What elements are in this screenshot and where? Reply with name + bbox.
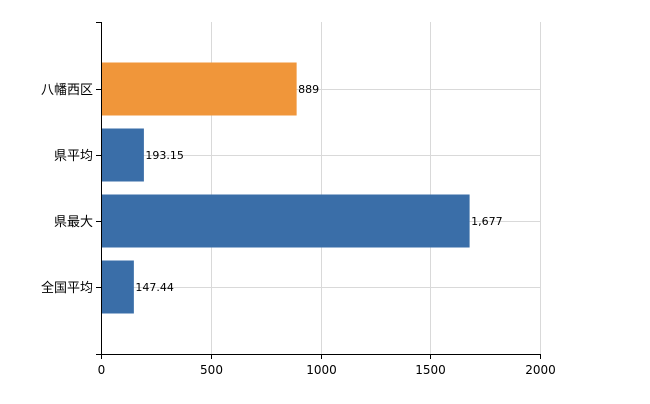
x-tick-label: 0 (98, 363, 106, 377)
bar (101, 62, 297, 116)
category-label: 八幡西区 (41, 83, 93, 98)
x-tick-label: 1000 (306, 363, 337, 377)
category-label: 県最大 (54, 215, 93, 230)
bar (101, 128, 144, 182)
axes (96, 22, 541, 359)
data-label: 1,677 (471, 215, 503, 228)
category-label: 県平均 (54, 149, 93, 164)
category-label: 全国平均 (41, 280, 93, 296)
data-label: 889 (298, 83, 319, 96)
x-tick-label: 1500 (415, 363, 446, 377)
bars (101, 62, 470, 314)
x-tick-label: 2000 (525, 363, 556, 377)
bar (101, 260, 134, 314)
bar (101, 194, 470, 248)
data-label: 193.15 (145, 149, 184, 162)
x-tick-label: 500 (200, 363, 223, 377)
data-label: 147.44 (135, 281, 174, 294)
